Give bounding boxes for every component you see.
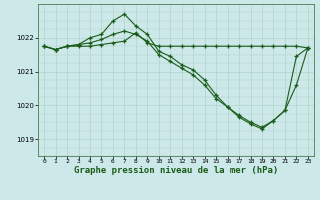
X-axis label: Graphe pression niveau de la mer (hPa): Graphe pression niveau de la mer (hPa) <box>74 166 278 175</box>
